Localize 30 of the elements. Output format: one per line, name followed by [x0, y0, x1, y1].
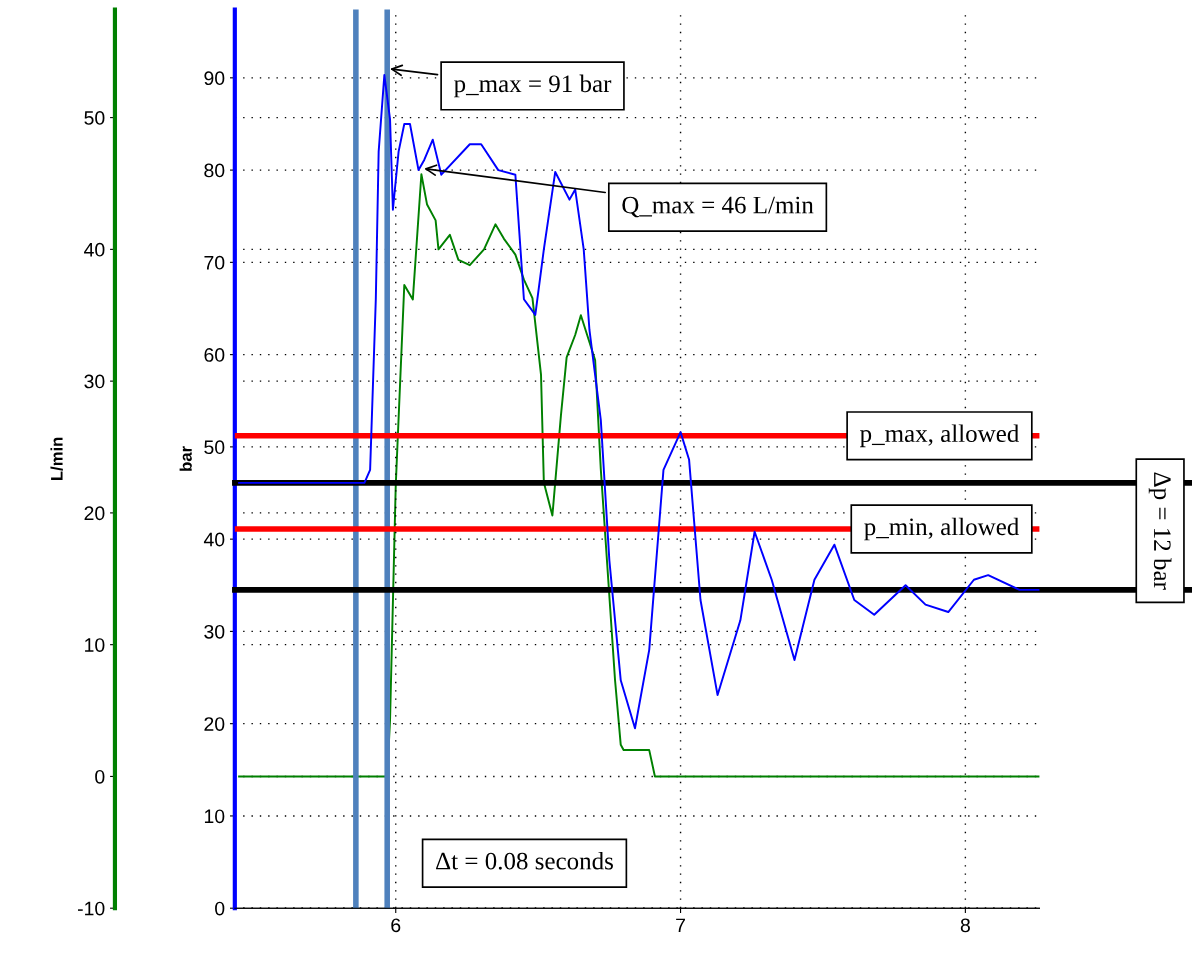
y-tick-label: 40 — [203, 532, 225, 547]
y-tick-label: 0 — [215, 901, 225, 916]
y2-tick-label: 40 — [84, 242, 105, 257]
y2-tick-label: 20 — [84, 506, 105, 521]
annotation: p_max = 91 bar — [454, 74, 612, 98]
text: Δp = 12 bar — [1148, 472, 1172, 590]
ref-line-label: p_max, allowed — [860, 424, 1019, 448]
y2-tick-label: 50 — [84, 111, 105, 125]
y2-tick-label: 10 — [85, 638, 105, 652]
line-series — [238, 74, 1040, 730]
annotation: Q_max = 46 L/min — [622, 196, 814, 218]
x-tick-label: 8 — [960, 918, 970, 933]
y2-tick-label: -10 — [77, 901, 105, 916]
y-axis-title: bar — [179, 446, 192, 471]
y-tick-label: 20 — [204, 717, 225, 731]
ref-line-label: p_min, allowed — [864, 517, 1019, 541]
y-tick-label: 30 — [204, 624, 225, 639]
y-tick-label: 50 — [204, 440, 225, 455]
y-tick-label: 10 — [204, 809, 225, 824]
y-tick-label: 90 — [204, 71, 225, 86]
y2-tick-label: 30 — [84, 374, 105, 389]
y-tick-label: 70 — [204, 255, 225, 270]
y-tick-label: 60 — [204, 348, 225, 362]
y2-tick-label: 0 — [95, 769, 105, 784]
y-tick-label: 80 — [204, 163, 225, 178]
line-series — [238, 173, 1040, 778]
x-tick-label: 7 — [676, 918, 685, 933]
annotation: Δt = 0.08 seconds — [436, 851, 613, 870]
x-tick-label: 6 — [391, 918, 401, 933]
y2-axis-title: L/min — [50, 437, 63, 480]
